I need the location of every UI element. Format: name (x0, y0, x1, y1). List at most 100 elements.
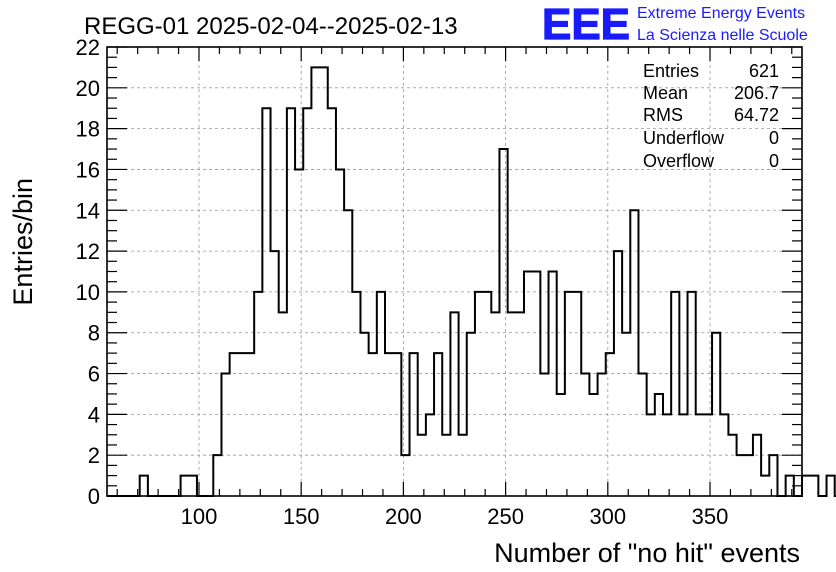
histogram-bin (254, 292, 262, 496)
histogram-bin (221, 374, 229, 496)
histogram-bars (107, 66, 836, 497)
histogram-bin (344, 210, 352, 496)
plot-frame (106, 46, 803, 497)
histogram-bin (532, 272, 540, 497)
histogram-bin (737, 455, 745, 496)
x-tick-label: 300 (589, 504, 626, 529)
y-tick-label: 18 (76, 117, 100, 142)
histogram-bin (499, 149, 507, 496)
eee-logo: EEE Extreme Energy Events La Scienza nel… (541, 0, 808, 50)
stat-label-mean: Mean (643, 83, 688, 103)
histogram-bin (491, 312, 499, 496)
stat-value-overflow: 0 (769, 151, 779, 171)
stat-value-underflow: 0 (769, 128, 779, 148)
y-tick-label: 14 (76, 198, 100, 223)
y-axis-label: Entries/bin (8, 178, 38, 306)
histogram-bin (475, 292, 483, 496)
histogram-bin (450, 312, 458, 496)
histogram-bin (287, 108, 295, 496)
histogram-bin (655, 394, 663, 496)
x-axis-label: Number of "no hit" events (494, 538, 800, 568)
y-tick-label: 10 (76, 280, 100, 305)
stat-value-entries: 621 (749, 61, 779, 81)
histogram-bin (540, 374, 548, 496)
x-tick-label: 100 (181, 504, 218, 529)
y-tick-label: 16 (76, 157, 100, 182)
histogram-bin (385, 353, 393, 496)
stat-value-rms: 64.72 (734, 105, 779, 125)
y-tick-label: 8 (88, 321, 100, 346)
histogram-bin (761, 476, 769, 496)
y-tick-label: 4 (88, 402, 100, 427)
histogram-bin (549, 272, 557, 497)
tick-labels: 100 150 200 250 300 350 0 2 4 6 8 10 12 14 16 18 20 22 (76, 35, 729, 529)
histogram-bin (434, 353, 442, 496)
histogram-bin (581, 374, 589, 496)
histogram-bin (213, 455, 221, 496)
histogram-bin (745, 455, 753, 496)
histogram-bin (459, 435, 467, 496)
histogram-bin (189, 476, 197, 496)
y-tick-label: 6 (88, 362, 100, 387)
histogram-bin (638, 374, 646, 496)
histogram-bin (369, 353, 377, 496)
histogram-bin (377, 292, 385, 496)
histogram-bin (508, 312, 516, 496)
y-tick-label: 22 (76, 35, 100, 60)
stat-label-underflow: Underflow (643, 128, 725, 148)
histogram-bin (311, 67, 319, 496)
x-tick-label: 250 (487, 504, 524, 529)
stat-value-mean: 206.7 (734, 83, 779, 103)
histogram-bin (565, 292, 573, 496)
x-tick-label: 150 (283, 504, 320, 529)
histogram-bin (557, 394, 565, 496)
stats-box: Entries 621 Mean 206.7 RMS 64.72 Underfl… (643, 61, 779, 171)
histogram-bin (352, 292, 360, 496)
histogram-bin (516, 312, 524, 496)
histogram-bin (827, 476, 835, 496)
histogram-bin (802, 476, 810, 496)
y-tick-label: 20 (76, 76, 100, 101)
histogram-bin (769, 455, 777, 496)
histogram-bin (753, 435, 761, 496)
y-tick-label: 2 (88, 443, 100, 468)
y-tick-label: 12 (76, 239, 100, 264)
histogram-bin (279, 312, 287, 496)
chart-title: REGG-01 2025-02-04--2025-02-13 (84, 13, 458, 40)
histogram-bin (320, 67, 328, 496)
histogram-outline (107, 66, 836, 497)
histogram-bin (140, 476, 148, 496)
x-tick-label: 200 (385, 504, 422, 529)
histogram-bin (483, 292, 491, 496)
histogram-bin (728, 435, 736, 496)
histogram-bin (598, 374, 606, 496)
histogram-bin (524, 272, 532, 497)
histogram-bin (238, 353, 246, 496)
histogram-bin (262, 108, 270, 496)
logo-line-2: La Scienza nelle Scuole (637, 27, 808, 44)
logo-mark: EEE (542, 0, 630, 49)
histogram-bin (418, 435, 426, 496)
histogram-bin (328, 108, 336, 496)
histogram-bin (630, 210, 638, 496)
histogram-bin (230, 353, 238, 496)
x-tick-label: 350 (692, 504, 729, 529)
histogram-bin (573, 292, 581, 496)
histogram-bin (410, 353, 418, 496)
logo-line-1: Extreme Energy Events (637, 5, 805, 22)
grid-lines (107, 47, 802, 496)
histogram-bin (810, 476, 818, 496)
stat-label-entries: Entries (643, 61, 699, 81)
histogram-bin (401, 455, 409, 496)
stat-label-rms: RMS (643, 105, 683, 125)
histogram-bin (442, 435, 450, 496)
histogram-bin (671, 292, 679, 496)
histogram-bin (246, 353, 254, 496)
histogram-bin (181, 476, 189, 496)
histogram-bin (589, 394, 597, 496)
histogram-bin (393, 353, 401, 496)
histogram-bin (606, 353, 614, 496)
axis-ticks (107, 46, 802, 497)
histogram-bin (303, 108, 311, 496)
